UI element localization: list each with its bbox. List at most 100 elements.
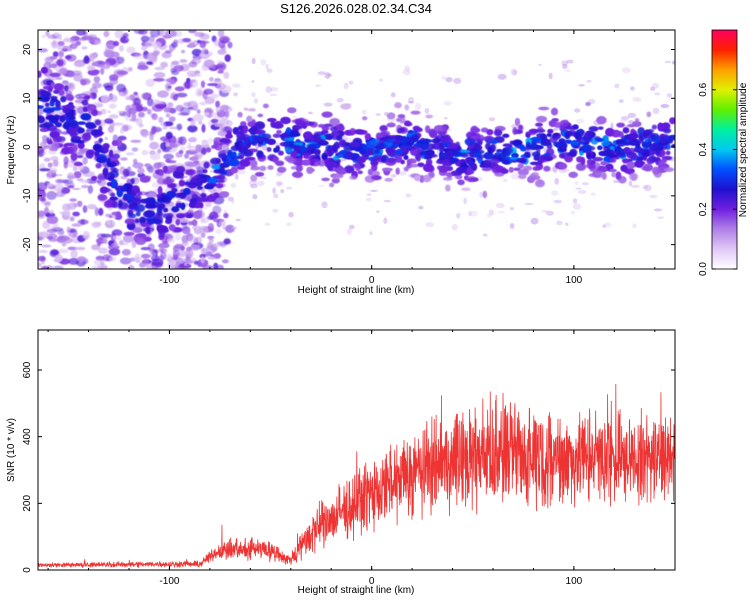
heatmap-cell [615,171,622,180]
heatmap-cell [535,179,545,188]
colorbar-label: Normalized spectral amplitude [738,82,749,217]
heatmap-cell [197,198,209,202]
heatmap-cell [124,218,136,225]
heatmap-cell [457,179,465,185]
heatmap-cell [139,128,148,136]
heatmap-cell [67,45,73,52]
heatmap-cell [112,235,122,241]
heatmap-cell [76,256,87,263]
heatmap-cell [572,198,578,204]
heatmap-cell [42,220,50,229]
heatmap-cell [47,34,58,39]
heatmap-cell [128,264,135,269]
heatmap-cell [213,192,220,198]
heatmap-cell [158,186,163,195]
heatmap-cell [253,98,259,104]
heatmap-cell [383,217,388,224]
heatmap-cell [48,86,53,93]
heatmap-cell [387,139,396,143]
heatmap-cell [40,197,47,202]
heatmap-cell [537,158,543,166]
heatmap-cell [464,175,469,180]
heatmap-cell [100,94,110,104]
heatmap-cell [616,149,627,155]
heatmap-cell [149,152,161,161]
heatmap-cell [97,174,103,181]
heatmap-cell [110,167,117,171]
heatmap-cell [217,70,224,74]
heatmap-cell [343,82,349,90]
heatmap-cell [633,148,644,153]
heatmap-cell [165,219,172,224]
heatmap-cell [110,51,120,58]
heatmap-cell [475,145,483,151]
heatmap-cell [410,148,421,156]
heatmap-cell [119,127,125,135]
heatmap-cell [68,148,75,154]
heatmap-cell [142,257,149,267]
heatmap-cell [275,121,282,125]
heatmap-cell [632,223,637,229]
heatmap-cell [371,164,378,172]
heatmap-cell [41,67,48,74]
heatmap-cell [324,72,331,79]
heatmap-cell [321,153,328,161]
heatmap-cell [552,128,558,131]
heatmap-cell [592,157,604,162]
heatmap-cell [482,233,488,237]
heatmap-cell [394,154,403,163]
heatmap-cell [660,104,670,108]
heatmap-cell [104,200,112,208]
heatmap-cell [194,148,201,154]
heatmap-cell [63,144,68,148]
heatmap-cell [379,125,388,132]
heatmap-cell [490,144,496,152]
heatmap-cell [91,82,102,89]
heatmap-cell [153,218,161,224]
heatmap-cell [165,158,172,163]
heatmap-cell [236,133,242,139]
heatmap-cell [85,95,90,99]
heatmap-cell [121,185,127,191]
heatmap-cell [283,137,293,141]
heatmap-cell [475,151,482,158]
heatmap-cell [71,223,82,227]
heatmap-cell [632,121,642,127]
heatmap-cell [565,126,576,130]
heatmap-cell [546,133,552,137]
heatmap-cell [76,154,84,159]
heatmap-cell [626,161,635,169]
heatmap-cell [145,197,155,205]
heatmap-cell [133,97,141,106]
heatmap-cell [534,155,539,161]
heatmap-cell [83,31,88,37]
heatmap-cell [664,60,672,64]
heatmap-cell [217,30,225,38]
heatmap-cell [525,131,537,136]
heatmap-cell [165,176,172,185]
heatmap-cell [269,87,279,92]
heatmap-cell [601,141,612,147]
heatmap-cell [228,159,240,166]
heatmap-cell [204,184,214,189]
heatmap-cell [70,37,76,44]
heatmap-cell [321,111,333,118]
heatmap-cell [146,61,153,65]
heatmap-cell [38,115,45,123]
heatmap-cell [365,150,375,156]
heatmap-cell [199,101,207,106]
heatmap-cell [453,77,462,84]
heatmap-cell [246,115,253,123]
heatmap-cell [384,178,393,182]
heatmap-cell [425,114,433,119]
heatmap-cell [163,166,168,174]
heatmap-cell [140,35,150,42]
heatmap-cell [200,80,206,88]
heatmap-cell [203,161,210,169]
heatmap-cell [339,158,347,162]
heatmap-cell [108,176,114,181]
heatmap-cell [538,63,542,67]
heatmap-cell [168,116,176,122]
heatmap-cell [53,83,64,91]
heatmap-cell [649,194,658,199]
